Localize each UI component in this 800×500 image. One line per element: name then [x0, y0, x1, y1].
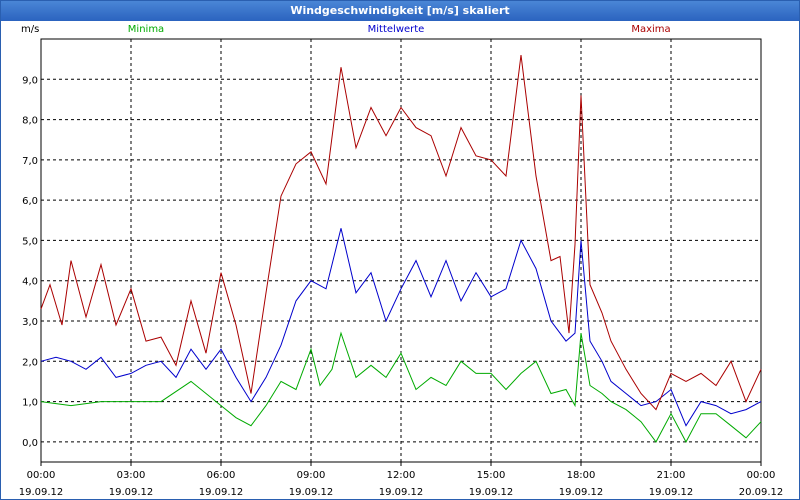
series-line-minima: [40, 331, 762, 443]
x-tick-time-label: 21:00: [657, 470, 686, 481]
chart-area: 0,0 1,0 2,0 3,0 4,0 5,0 6,0 7,0 8,0 9,0 00:00 19.09…: [19, 24, 784, 498]
y-axis-label: m/s: [21, 24, 39, 35]
x-tick-date-label: 19.09.12: [559, 487, 604, 498]
x-tick-time-label: 12:00: [387, 470, 416, 481]
x-tick-date-label: 19.09.12: [19, 487, 64, 498]
x-tick-time-label: 00:00: [27, 470, 56, 481]
legend-entry-minima: Minima: [128, 24, 164, 35]
series-line-mittelwerte: [40, 228, 762, 427]
x-tick-time-label: 18:00: [567, 470, 596, 481]
y-tick-label: 8,0: [22, 116, 38, 127]
legend-entry-maxima: Maxima: [631, 24, 670, 35]
x-tick-time-label: 06:00: [207, 470, 236, 481]
y-tick-label: 0,0: [22, 438, 38, 449]
x-tick-date-label: 20.09.12: [739, 487, 784, 498]
x-tick-time-label: 00:00: [747, 470, 776, 481]
y-tick-label: 1,0: [22, 398, 38, 409]
x-tick-date-label: 19.09.12: [379, 487, 424, 498]
x-tick-time-label: 09:00: [297, 470, 326, 481]
x-tick-date-label: 19.09.12: [199, 487, 244, 498]
x-tick-date-label: 19.09.12: [109, 487, 154, 498]
x-tick-date-label: 19.09.12: [469, 487, 514, 498]
x-tick-date-label: 19.09.12: [289, 487, 334, 498]
y-tick-label: 7,0: [22, 156, 38, 167]
x-tick-date-label: 19.09.12: [649, 487, 694, 498]
y-tick-label: 4,0: [22, 277, 38, 288]
x-tick-time-label: 15:00: [477, 470, 506, 481]
series-line-maxima: [40, 55, 762, 411]
x-tick-time-label: 03:00: [117, 470, 146, 481]
y-tick-label: 3,0: [22, 317, 38, 328]
y-tick-label: 9,0: [22, 75, 38, 86]
y-tick-label: 6,0: [22, 196, 38, 207]
y-tick-label: 2,0: [22, 357, 38, 368]
window-title: Windgeschwindigkeit [m/s] skaliert: [1, 1, 799, 21]
y-tick-label: 5,0: [22, 236, 38, 247]
legend-entry-mittelwerte: Mittelwerte: [368, 24, 425, 35]
